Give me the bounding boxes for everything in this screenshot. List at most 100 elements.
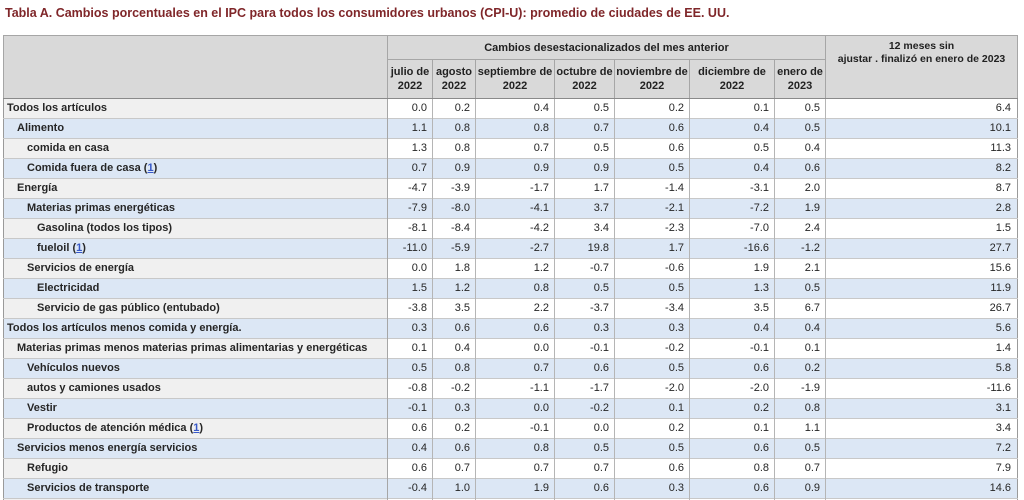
value-cell: 0.8: [432, 358, 476, 379]
value-cell: 3.5: [689, 298, 775, 319]
row-footnote-link[interactable]: 1: [76, 242, 83, 254]
row-label: Todos los artículos menos comida y energ…: [3, 318, 388, 339]
row-label: Servicios de atención médica: [3, 498, 388, 500]
value-cell: 3.7: [554, 198, 615, 219]
value-cell: 0.8: [774, 398, 827, 419]
value-cell: 0.4: [689, 318, 775, 339]
table-header: Cambios desestacionalizados del mes ante…: [3, 35, 1019, 99]
value-cell: -0.1: [475, 418, 555, 439]
table-row: Materias primas menos materias primas al…: [3, 338, 1018, 359]
value-cell: -4.7: [387, 178, 433, 199]
value-cell: 0.4: [475, 98, 555, 119]
value-cell: -0.1: [387, 398, 433, 419]
table-row: Materias primas energéticas -7.9 -8.0 -4.1 3…: [3, 198, 1018, 219]
value-cell: 0.9: [774, 478, 827, 499]
row-label: Servicio de gas público (entubado): [3, 298, 388, 319]
value-cell: -1.2: [774, 238, 827, 259]
value-cell: 0.7: [475, 358, 555, 379]
value-cell: 1.7: [554, 178, 615, 199]
row-footnote-link[interactable]: 1: [193, 422, 200, 434]
table-row: comida en casa 1.3 0.8 0.7 0.5 0.6 0.5 0.4 11.3: [3, 138, 1018, 159]
value-cell: 0.5: [387, 358, 433, 379]
value-cell: -0.7: [554, 258, 615, 279]
value-cell: 0.5: [774, 98, 827, 119]
value-cell: 0.6: [689, 358, 775, 379]
row-label: Refugio: [3, 458, 388, 479]
value-cell: -0.2: [614, 338, 690, 359]
row-footnote-link[interactable]: 1: [147, 162, 154, 174]
value-cell: 0.7: [554, 118, 615, 139]
value-cell: 0.1: [689, 98, 775, 119]
value-cell: 3.5: [432, 298, 476, 319]
value-cell: 0.4: [387, 438, 433, 459]
value-cell: 0.9: [554, 158, 615, 179]
value-cell: 0.2: [614, 98, 690, 119]
row-label: Comida fuera de casa (1): [3, 158, 388, 179]
value-cell: -8.0: [432, 198, 476, 219]
table-row: Servicios menos energía servicios 0.4 0.6 0…: [3, 438, 1018, 459]
row-label: fueloil (1): [3, 238, 388, 259]
value-cell: 0.9: [432, 158, 476, 179]
value-cell: -7.2: [689, 198, 775, 219]
value-cell: 0.5: [774, 278, 827, 299]
value-cell: 0.3: [689, 498, 775, 500]
row-label: Energía: [3, 178, 388, 199]
value-cell: 0.8: [475, 278, 555, 299]
value-cell: 6.7: [774, 298, 827, 319]
value-cell: 1.0: [432, 478, 476, 499]
value-cell: 0.6: [554, 358, 615, 379]
row-label: Vehículos nuevos: [3, 358, 388, 379]
value-cell: 0.7: [432, 498, 476, 500]
seasonally-adjusted-group-header: Cambios desestacionalizados del mes ante…: [386, 35, 827, 60]
value-cell: 0.2: [432, 98, 476, 119]
annual-value-cell: 5.6: [825, 318, 1018, 339]
value-cell: 0.5: [554, 438, 615, 459]
annual-value-cell: 10.1: [825, 118, 1018, 139]
annual-value-cell: 1.4: [825, 338, 1018, 359]
value-cell: 0.9: [475, 158, 555, 179]
value-cell: -2.0: [689, 378, 775, 399]
annual-value-cell: 27.7: [825, 238, 1018, 259]
value-cell: 0.1: [387, 338, 433, 359]
table-row: Gasolina (todos los tipos) -8.1 -8.4 -4.2 3.…: [3, 218, 1018, 239]
table-row: Todos los artículos menos comida y energ…: [3, 318, 1018, 339]
value-cell: 0.7: [432, 458, 476, 479]
row-label: Materias primas menos materias primas al…: [3, 338, 388, 359]
value-cell: 0.4: [689, 118, 775, 139]
value-cell: 0.4: [774, 318, 827, 339]
value-cell: 0.6: [475, 318, 555, 339]
value-cell: -0.7: [774, 498, 827, 500]
annual-value-cell: 11.3: [825, 138, 1018, 159]
value-cell: 0.5: [774, 118, 827, 139]
value-cell: 0.2: [774, 358, 827, 379]
value-cell: 0.8: [475, 498, 555, 500]
value-cell: -3.4: [614, 298, 690, 319]
value-cell: 0.7: [774, 458, 827, 479]
value-cell: -3.7: [554, 298, 615, 319]
value-cell: 0.6: [387, 418, 433, 439]
table-row: Todos los artículos 0.0 0.2 0.4 0.5 0.2 0.1 0.5…: [3, 98, 1018, 119]
value-cell: -0.2: [432, 378, 476, 399]
value-cell: 0.6: [614, 138, 690, 159]
value-cell: 0.2: [432, 418, 476, 439]
value-cell: 1.1: [774, 418, 827, 439]
value-cell: 1.2: [475, 258, 555, 279]
value-cell: 0.6: [387, 458, 433, 479]
value-cell: 0.6: [689, 438, 775, 459]
value-cell: -1.4: [614, 178, 690, 199]
value-cell: -1.7: [554, 378, 615, 399]
value-cell: -0.4: [387, 478, 433, 499]
value-cell: 0.0: [475, 338, 555, 359]
value-cell: -1.1: [475, 378, 555, 399]
annual-value-cell: -11.6: [825, 378, 1018, 399]
table-row: fueloil (1) -11.0 -5.9 -2.7 19.8 1.7 -16.6 -1.2…: [3, 238, 1018, 259]
value-cell: 1.9: [689, 258, 775, 279]
value-cell: -3.9: [432, 178, 476, 199]
value-cell: 0.7: [475, 458, 555, 479]
row-label: Productos de atención médica (1): [3, 418, 388, 439]
value-cell: 2.1: [774, 258, 827, 279]
value-cell: 1.9: [774, 198, 827, 219]
value-cell: 0.6: [774, 158, 827, 179]
value-cell: 1.9: [475, 478, 555, 499]
annual-value-cell: 26.7: [825, 298, 1018, 319]
